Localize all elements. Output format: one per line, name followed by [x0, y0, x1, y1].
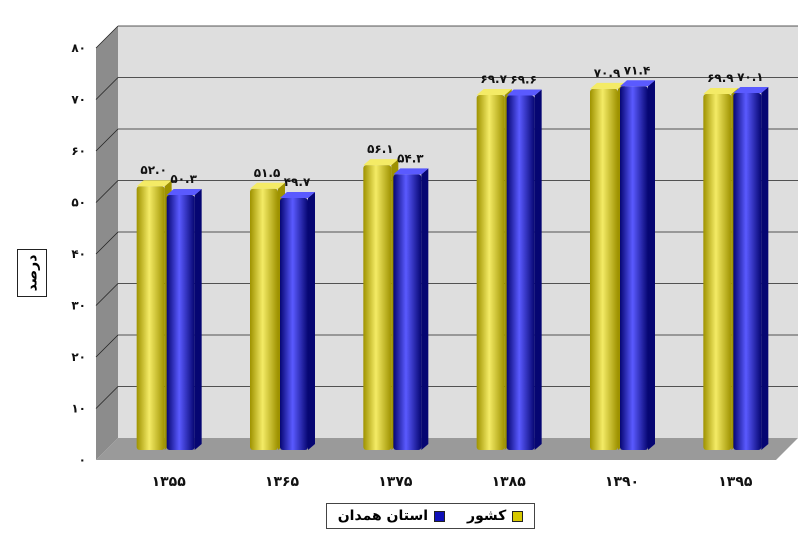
- bar-side: [421, 168, 429, 451]
- bar-top: [136, 180, 172, 187]
- legend-item-province: استان همدان: [337, 508, 446, 524]
- gridline-side: [95, 25, 119, 49]
- y-tick-label: ۶۰: [71, 144, 86, 158]
- x-tick-label: ۱۳۹۰: [605, 474, 639, 490]
- x-tick-label: ۱۳۹۵: [718, 474, 753, 490]
- bar-side: [194, 188, 202, 450]
- y-tick-label: ۳۰: [71, 299, 86, 313]
- bar-top: [166, 188, 202, 195]
- data-label: ۷۰.۹: [594, 66, 621, 80]
- bar-top: [476, 89, 512, 96]
- gridline-side: [95, 77, 119, 100]
- legend-item-country: کشور: [467, 508, 524, 524]
- x-tick-label: ۱۳۸۵: [492, 474, 527, 490]
- y-tick-label: ۷۰: [71, 93, 86, 107]
- legend-swatch-province: [434, 510, 446, 522]
- bar: [620, 86, 648, 450]
- bar: [393, 174, 422, 451]
- data-label: ۷۱.۴: [624, 63, 651, 77]
- data-label: ۵۱.۵: [254, 166, 281, 180]
- data-label: ۶۹.۷: [480, 72, 507, 86]
- bar: [136, 186, 165, 450]
- bar: [476, 95, 505, 451]
- y-tick-label: ۱۰: [71, 402, 86, 416]
- bar: [590, 88, 618, 451]
- bar-side: [308, 192, 315, 451]
- data-label: ۶۹.۹: [707, 71, 734, 85]
- legend-label-country: کشور: [467, 508, 507, 524]
- bar-top: [733, 86, 769, 93]
- bar-top: [620, 80, 655, 87]
- bar-top: [590, 82, 625, 89]
- legend-swatch-country: [512, 510, 524, 522]
- y-tick-label: ۵۰: [71, 196, 86, 210]
- bar: [363, 165, 392, 450]
- legend-label-province: استان همدان: [337, 508, 429, 524]
- bar-top: [280, 192, 315, 199]
- y-axis-label-text: درصد: [24, 254, 41, 292]
- bar-top: [703, 88, 739, 95]
- data-label: ۴۹.۷: [284, 175, 311, 189]
- gridline-side: [95, 180, 119, 203]
- y-axis-label: درصد: [17, 249, 47, 297]
- gridline-side: [95, 334, 119, 358]
- bar-side: [534, 89, 542, 450]
- x-tick-label: ۱۳۵۵: [152, 474, 187, 490]
- y-tick-label: ۴۰: [71, 247, 86, 261]
- gridline-side: [95, 231, 119, 255]
- x-tick-label: ۱۳۶۵: [265, 474, 300, 490]
- data-label: ۵۲.۰: [140, 163, 167, 177]
- bar: [166, 194, 195, 450]
- bar-top: [393, 168, 429, 175]
- bar-top: [506, 89, 542, 96]
- gridline-side: [95, 128, 119, 152]
- bar-side: [761, 86, 769, 451]
- y-tick-label: ۰: [79, 453, 86, 467]
- data-label: ۷۰.۱: [737, 70, 764, 84]
- bar: [506, 95, 535, 450]
- bar-top: [363, 159, 399, 166]
- data-label: ۵۴.۳: [397, 151, 424, 165]
- bar-side: [648, 80, 655, 450]
- legend: کشور استان همدان: [326, 503, 535, 529]
- gridline-side: [95, 283, 119, 306]
- y-tick-label: ۸۰: [71, 41, 86, 55]
- gridline-side: [95, 386, 119, 409]
- data-label: ۶۹.۶: [510, 73, 537, 87]
- data-label: ۵۰.۳: [170, 172, 197, 186]
- bar: [733, 92, 762, 451]
- data-label: ۵۶.۱: [367, 142, 394, 156]
- bar: [703, 94, 732, 450]
- bar-top: [250, 182, 285, 189]
- y-tick-label: ۲۰: [71, 350, 86, 364]
- bar: [280, 198, 308, 450]
- bar: [250, 188, 278, 450]
- x-tick-label: ۱۳۷۵: [378, 474, 413, 490]
